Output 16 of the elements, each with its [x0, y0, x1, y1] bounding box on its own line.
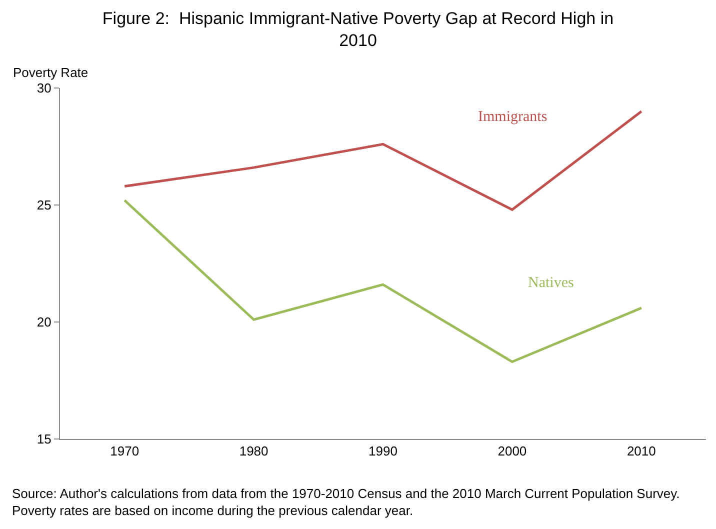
- line-series: [123, 110, 643, 211]
- source-note: Source: Author's calculations from data from the 1970-2010 Census and the 2010 March Current Population Survey. Poverty rates are based on income during the previous calendar year.: [12, 486, 680, 518]
- y-tick-label: 20: [36, 314, 52, 330]
- y-tick-label: 25: [36, 198, 52, 213]
- text: Immigrants: [478, 109, 548, 125]
- y-axis-title: Poverty Rate: [13, 65, 88, 80]
- x-tick-label: 1970: [110, 444, 140, 459]
- y-tick-label: 30: [36, 80, 52, 96]
- y-tick-label: 15: [36, 432, 52, 447]
- line-series: [123, 199, 643, 364]
- text: Natives: [528, 275, 574, 291]
- x-tick-label: 1990: [368, 444, 398, 459]
- x-tick-label: 1980: [239, 444, 268, 459]
- x-tick-label: 2010: [626, 444, 656, 459]
- chart-title: Figure 2: Hispanic Immigrant-Native Poverty Gap at Record High in 2010: [102, 8, 614, 50]
- x-tick-label: 2000: [498, 444, 527, 459]
